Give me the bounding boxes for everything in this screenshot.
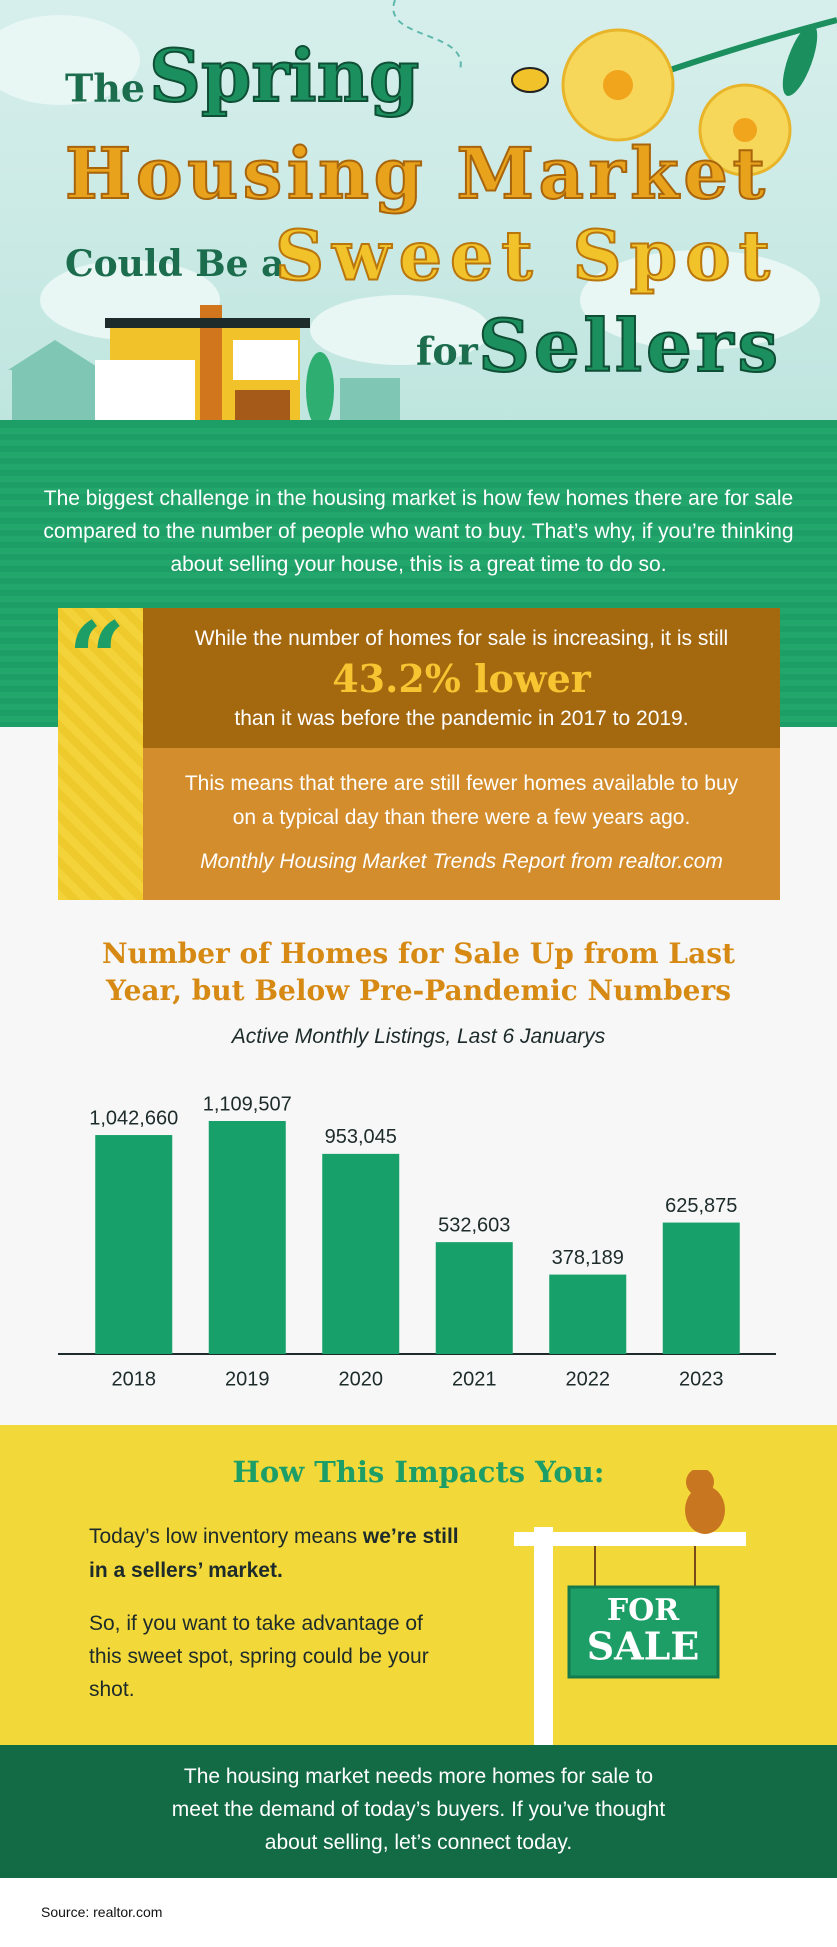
value-label: 1,109,507 bbox=[203, 1093, 292, 1115]
title-sweet-spot: Sweet Spot bbox=[275, 217, 771, 297]
value-label: 532,603 bbox=[438, 1214, 510, 1236]
bar bbox=[435, 1242, 513, 1354]
x-tick-label: 2022 bbox=[566, 1368, 611, 1390]
intro-text: The biggest challenge in the housing mar… bbox=[43, 487, 794, 576]
x-tick-label: 2018 bbox=[112, 1368, 157, 1390]
impact-p1-normal: Today’s low inventory means bbox=[89, 1525, 363, 1548]
title-the: The bbox=[65, 66, 145, 111]
impact-heading: How This Impacts You: bbox=[232, 1455, 605, 1489]
quote-highlight: 43.2% lower bbox=[332, 656, 591, 701]
value-label: 378,189 bbox=[552, 1247, 624, 1269]
title-could-be: Could Be a bbox=[65, 243, 284, 285]
title-for: for bbox=[416, 329, 479, 374]
source: Source: realtor.com bbox=[41, 1904, 163, 1920]
x-tick-label: 2021 bbox=[452, 1368, 497, 1390]
footer-text: The housing market needs more homes for … bbox=[171, 1765, 666, 1854]
quote-citation: Monthly Housing Market Trends Report fro… bbox=[200, 850, 723, 873]
footer-section bbox=[0, 1745, 837, 1878]
sign-illustration: FOR SALE bbox=[514, 1470, 746, 1745]
impact-p2: So, if you want to take advantage of thi… bbox=[89, 1612, 429, 1701]
sign-sale: SALE bbox=[587, 1624, 700, 1669]
quote-bottom bbox=[143, 748, 780, 900]
sign-for: FOR bbox=[607, 1593, 680, 1628]
quote-paragraph: This means that there are still fewer ho… bbox=[184, 772, 739, 829]
quote-strip bbox=[58, 608, 143, 900]
x-tick-label: 2023 bbox=[679, 1368, 724, 1390]
impact-p1: Today’s low inventory means we’re still … bbox=[89, 1520, 469, 1588]
bar bbox=[549, 1274, 627, 1354]
quote-mark: “ bbox=[68, 600, 126, 718]
quote-line3: than it was before the pandemic in 2017 … bbox=[234, 707, 689, 730]
chart: 1,042,660 2018 1,109,507 2019 953,045 2020 532… bbox=[58, 1093, 776, 1390]
title-sellers: Sellers bbox=[478, 303, 778, 388]
title-spring: Spring bbox=[149, 33, 419, 118]
impact-p1-bold: we’re still in a sellers’ market. bbox=[89, 1525, 459, 1582]
x-tick-label: 2019 bbox=[225, 1368, 270, 1390]
value-label: 1,042,660 bbox=[89, 1107, 178, 1129]
bar bbox=[322, 1153, 400, 1354]
value-label: 625,875 bbox=[665, 1195, 737, 1217]
title-housing-market: Housing Market bbox=[65, 132, 765, 215]
quote-top bbox=[143, 608, 780, 748]
bar bbox=[95, 1135, 173, 1354]
bar bbox=[662, 1222, 740, 1354]
x-tick-label: 2020 bbox=[339, 1368, 384, 1390]
chart-title: Number of Homes for Sale Up from Last Ye… bbox=[102, 937, 735, 1007]
bar bbox=[208, 1121, 286, 1354]
value-label: 953,045 bbox=[325, 1126, 397, 1148]
header: The Spring Housing Market Could Be a Swe… bbox=[0, 0, 837, 430]
chart-subtitle: Active Monthly Listings, Last 6 Januarys bbox=[231, 1025, 606, 1048]
quote-line1: While the number of homes for sale is in… bbox=[194, 627, 729, 650]
